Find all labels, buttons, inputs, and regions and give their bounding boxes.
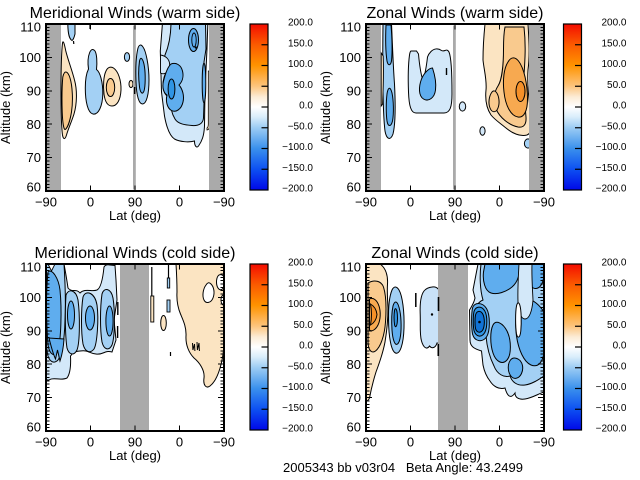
svg-text:−90: −90 bbox=[35, 434, 57, 449]
svg-text:50.0: 50.0 bbox=[607, 80, 627, 91]
svg-text:−200.0: −200.0 bbox=[282, 184, 313, 195]
svg-text:150.0: 150.0 bbox=[601, 278, 626, 289]
svg-text:−90: −90 bbox=[533, 434, 555, 449]
svg-text:80: 80 bbox=[27, 357, 41, 372]
svg-text:100: 100 bbox=[19, 50, 41, 65]
svg-text:200.0: 200.0 bbox=[288, 18, 313, 29]
svg-text:70: 70 bbox=[347, 150, 361, 165]
svg-text:150.0: 150.0 bbox=[601, 38, 626, 49]
svg-text:−100.0: −100.0 bbox=[282, 382, 313, 393]
svg-text:Lat (deg): Lat (deg) bbox=[429, 448, 481, 463]
svg-text:80: 80 bbox=[347, 117, 361, 132]
svg-text:−50.0: −50.0 bbox=[288, 361, 314, 372]
svg-text:100.0: 100.0 bbox=[288, 59, 313, 70]
svg-text:0: 0 bbox=[87, 194, 94, 209]
svg-text:−90: −90 bbox=[355, 434, 377, 449]
svg-text:−90: −90 bbox=[213, 434, 235, 449]
svg-text:0: 0 bbox=[496, 434, 503, 449]
svg-text:0: 0 bbox=[407, 434, 414, 449]
svg-text:Zonal Winds (warm side): Zonal Winds (warm side) bbox=[367, 5, 544, 22]
svg-text:60: 60 bbox=[347, 180, 361, 195]
svg-text:Meridional Winds (warm side): Meridional Winds (warm side) bbox=[30, 5, 241, 22]
svg-text:Altitude (km): Altitude (km) bbox=[0, 311, 13, 384]
svg-text:Lat (deg): Lat (deg) bbox=[109, 208, 161, 223]
svg-text:110: 110 bbox=[20, 19, 41, 34]
svg-text:Altitude (km): Altitude (km) bbox=[0, 71, 13, 144]
svg-text:−200.0: −200.0 bbox=[596, 424, 627, 435]
svg-text:Altitude (km): Altitude (km) bbox=[318, 311, 333, 384]
svg-text:0.0: 0.0 bbox=[613, 341, 627, 352]
svg-text:110: 110 bbox=[340, 19, 361, 34]
svg-text:Lat (deg): Lat (deg) bbox=[429, 208, 481, 223]
svg-text:0.0: 0.0 bbox=[299, 341, 313, 352]
svg-text:150.0: 150.0 bbox=[288, 38, 313, 49]
svg-text:0: 0 bbox=[407, 194, 414, 209]
svg-text:−90: −90 bbox=[533, 194, 555, 209]
svg-text:−50.0: −50.0 bbox=[601, 121, 627, 132]
svg-text:90: 90 bbox=[128, 434, 142, 449]
svg-text:90: 90 bbox=[448, 434, 462, 449]
svg-text:90: 90 bbox=[347, 323, 361, 338]
svg-text:−90: −90 bbox=[355, 194, 377, 209]
svg-text:−150.0: −150.0 bbox=[596, 163, 627, 174]
svg-text:−150.0: −150.0 bbox=[282, 403, 313, 414]
svg-text:90: 90 bbox=[27, 83, 41, 98]
svg-text:100.0: 100.0 bbox=[288, 299, 313, 310]
svg-text:60: 60 bbox=[347, 420, 361, 435]
svg-text:70: 70 bbox=[27, 150, 41, 165]
svg-text:Lat (deg): Lat (deg) bbox=[109, 448, 161, 463]
svg-text:200.0: 200.0 bbox=[288, 258, 313, 269]
svg-text:−100.0: −100.0 bbox=[596, 382, 627, 393]
svg-text:0: 0 bbox=[496, 194, 503, 209]
svg-text:−50.0: −50.0 bbox=[601, 361, 627, 372]
svg-text:−100.0: −100.0 bbox=[596, 142, 627, 153]
svg-text:80: 80 bbox=[27, 117, 41, 132]
svg-text:50.0: 50.0 bbox=[294, 320, 314, 331]
svg-text:2005343 bb v03r04 Beta Angle: 2005343 bb v03r04 Beta Angle: 43.2499 bbox=[283, 460, 523, 475]
svg-text:Altitude (km): Altitude (km) bbox=[318, 71, 333, 144]
svg-text:100.0: 100.0 bbox=[601, 59, 626, 70]
svg-text:100.0: 100.0 bbox=[601, 299, 626, 310]
svg-text:90: 90 bbox=[448, 194, 462, 209]
svg-text:100: 100 bbox=[19, 290, 41, 305]
svg-text:0: 0 bbox=[176, 434, 183, 449]
svg-text:Meridional Winds (cold side): Meridional Winds (cold side) bbox=[35, 245, 236, 262]
svg-text:−90: −90 bbox=[213, 194, 235, 209]
svg-text:Zonal Winds (cold side): Zonal Winds (cold side) bbox=[371, 245, 538, 262]
svg-text:0.0: 0.0 bbox=[613, 101, 627, 112]
svg-text:−50.0: −50.0 bbox=[288, 121, 314, 132]
svg-text:110: 110 bbox=[20, 259, 41, 274]
svg-text:70: 70 bbox=[27, 390, 41, 405]
svg-text:50.0: 50.0 bbox=[607, 320, 627, 331]
svg-text:90: 90 bbox=[27, 323, 41, 338]
svg-text:0.0: 0.0 bbox=[299, 101, 313, 112]
svg-text:80: 80 bbox=[347, 357, 361, 372]
svg-text:−100.0: −100.0 bbox=[282, 142, 313, 153]
svg-text:−90: −90 bbox=[35, 194, 57, 209]
svg-text:60: 60 bbox=[27, 180, 41, 195]
svg-text:90: 90 bbox=[347, 83, 361, 98]
svg-text:200.0: 200.0 bbox=[601, 18, 626, 29]
svg-text:0: 0 bbox=[87, 434, 94, 449]
svg-text:−200.0: −200.0 bbox=[596, 184, 627, 195]
svg-text:−150.0: −150.0 bbox=[282, 163, 313, 174]
svg-text:200.0: 200.0 bbox=[601, 258, 626, 269]
svg-text:70: 70 bbox=[347, 390, 361, 405]
svg-text:60: 60 bbox=[27, 420, 41, 435]
svg-text:100: 100 bbox=[339, 50, 361, 65]
svg-text:−200.0: −200.0 bbox=[282, 424, 313, 435]
svg-text:110: 110 bbox=[340, 259, 361, 274]
svg-text:0: 0 bbox=[176, 194, 183, 209]
svg-text:90: 90 bbox=[128, 194, 142, 209]
svg-text:150.0: 150.0 bbox=[288, 278, 313, 289]
svg-text:50.0: 50.0 bbox=[294, 80, 314, 91]
svg-text:100: 100 bbox=[339, 290, 361, 305]
svg-text:−150.0: −150.0 bbox=[596, 403, 627, 414]
